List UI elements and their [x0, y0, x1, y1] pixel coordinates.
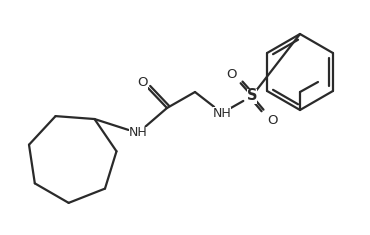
Text: S: S [247, 89, 257, 103]
Text: O: O [138, 77, 148, 90]
Text: NH: NH [213, 106, 231, 120]
Text: NH: NH [129, 126, 147, 140]
Text: O: O [268, 114, 278, 126]
Text: O: O [227, 67, 237, 81]
